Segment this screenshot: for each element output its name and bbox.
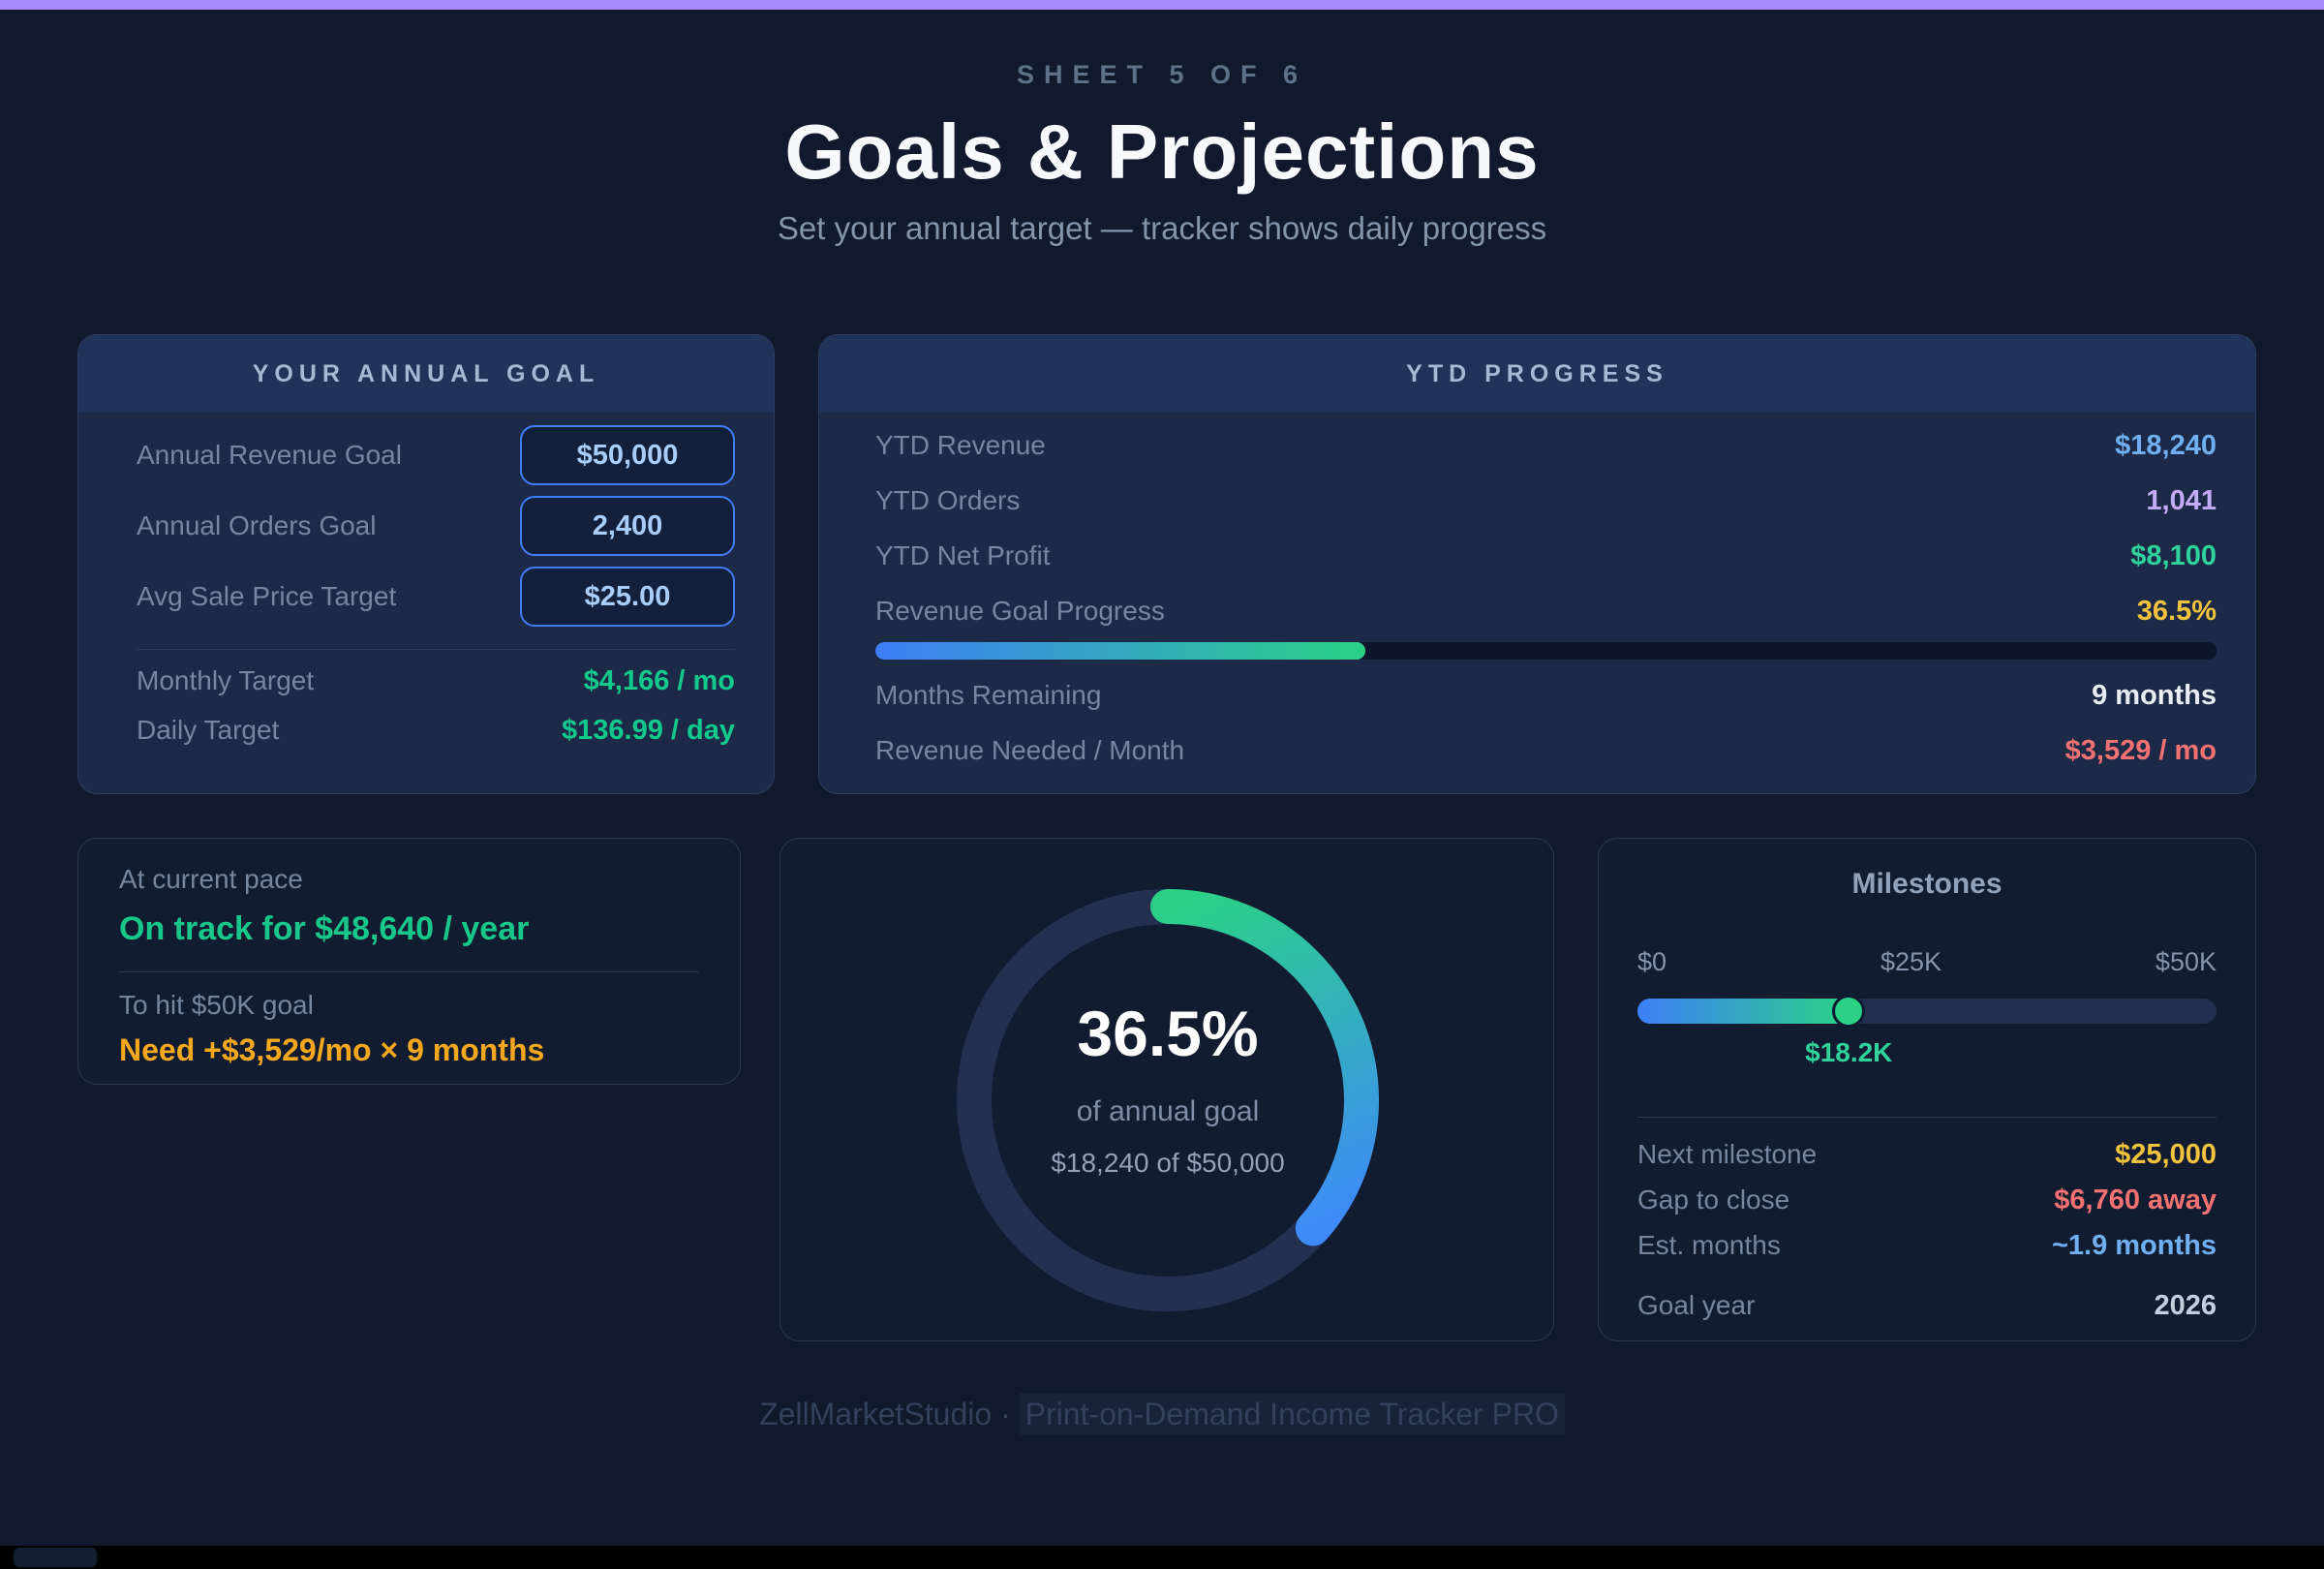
footer-credit: ZellMarketStudio · Print-on-Demand Incom…	[0, 1393, 2324, 1435]
milestone-current-value: $18.2K	[1805, 1037, 1893, 1067]
page-title: Goals & Projections	[784, 108, 1540, 195]
annual-goal-card-body: Annual Revenue Goal $50,000 Annual Order…	[78, 413, 774, 750]
goal-hint-label: To hit $50K goal	[119, 990, 314, 1020]
revenue-goal-progress-bar	[875, 642, 2217, 660]
ytd-orders-value: 1,041	[2146, 484, 2217, 516]
avg-sale-price-target-input[interactable]: $25.00	[520, 567, 735, 627]
scale-tick-50k: $50K	[2155, 947, 2217, 976]
revenue-needed-row: Revenue Needed / Month $3,529 / mo	[875, 731, 2217, 770]
goal-gauge-card: 36.5% of annual goal $18,240 of $50,000	[780, 838, 1554, 1341]
donut-center-text: 36.5% of annual goal $18,240 of $50,000	[945, 877, 1391, 1323]
revenue-needed-value: $3,529 / mo	[2064, 734, 2217, 766]
ytd-revenue-row: YTD Revenue $18,240	[875, 426, 2217, 465]
divider	[1637, 1117, 2217, 1118]
next-milestone-value: $25,000	[2115, 1138, 2217, 1170]
ytd-progress-card: YTD PROGRESS YTD Revenue $18,240 YTD Ord…	[818, 334, 2256, 794]
daily-target-value: $136.99 / day	[562, 714, 735, 746]
est-months-row: Est. months ~1.9 months	[1637, 1226, 2217, 1265]
bottom-black-bar	[0, 1546, 2324, 1569]
current-pace-label: At current pace	[119, 864, 303, 894]
annual-orders-goal-input[interactable]: 2,400	[520, 496, 735, 556]
annual-orders-goal-label: Annual Orders Goal	[137, 510, 377, 540]
on-track-value: On track for $48,640 / year	[119, 910, 530, 947]
donut-percent: 36.5%	[1077, 998, 1259, 1069]
ytd-net-profit-label: YTD Net Profit	[875, 540, 1051, 570]
donut-caption: of annual goal	[1076, 1095, 1260, 1127]
bottom-bar-chip	[14, 1548, 97, 1567]
avg-sale-price-target-label: Avg Sale Price Target	[137, 581, 397, 611]
annual-revenue-goal-input[interactable]: $50,000	[520, 425, 735, 485]
ytd-revenue-value: $18,240	[2115, 429, 2217, 461]
avg-sale-price-target-row: Avg Sale Price Target $25.00	[137, 567, 735, 627]
footer-product: Print-on-Demand Income Tracker PRO	[1019, 1393, 1565, 1435]
gap-to-close-label: Gap to close	[1637, 1184, 1790, 1215]
gap-to-close-value: $6,760 away	[2054, 1184, 2217, 1215]
milestones-scale: $0 $25K $50K	[1637, 947, 2217, 977]
annual-goal-card-title: YOUR ANNUAL GOAL	[78, 335, 774, 413]
milestones-title: Milestones	[1851, 868, 2003, 900]
milestone-slider[interactable]: $18.2K	[1637, 995, 2217, 1067]
daily-target-label: Daily Target	[137, 715, 280, 745]
ytd-progress-card-body: YTD Revenue $18,240 YTD Orders 1,041 YTD…	[819, 413, 2255, 770]
divider	[137, 649, 735, 650]
est-months-label: Est. months	[1637, 1230, 1781, 1260]
annual-revenue-goal-row: Annual Revenue Goal $50,000	[137, 425, 735, 485]
ytd-revenue-label: YTD Revenue	[875, 430, 1046, 460]
accent-top-bar	[0, 0, 2324, 10]
milestone-slider-fill	[1637, 999, 1850, 1024]
goal-year-row: Goal year 2026	[1637, 1286, 2217, 1325]
next-milestone-label: Next milestone	[1637, 1139, 1818, 1169]
next-milestone-row: Next milestone $25,000	[1637, 1135, 2217, 1174]
goal-year-value: 2026	[2154, 1289, 2217, 1321]
annual-revenue-goal-label: Annual Revenue Goal	[137, 440, 402, 470]
revenue-goal-progress-label: Revenue Goal Progress	[875, 596, 1165, 626]
goal-year-label: Goal year	[1637, 1290, 1756, 1320]
annual-goal-card: YOUR ANNUAL GOAL Annual Revenue Goal $50…	[77, 334, 775, 794]
milestone-slider-knob[interactable]	[1832, 995, 1866, 1028]
annual-orders-goal-row: Annual Orders Goal 2,400	[137, 496, 735, 556]
months-remaining-label: Months Remaining	[875, 680, 1102, 710]
goal-donut-chart: 36.5% of annual goal $18,240 of $50,000	[945, 877, 1391, 1323]
monthly-target-value: $4,166 / mo	[583, 664, 735, 696]
months-remaining-value: 9 months	[2092, 679, 2217, 711]
est-months-value: ~1.9 months	[2051, 1229, 2217, 1261]
milestones-rows: Next milestone $25,000 Gap to close $6,7…	[1637, 1135, 2217, 1325]
monthly-target-row: Monthly Target $4,166 / mo	[137, 661, 735, 700]
milestones-card-body: Milestones $0 $25K $50K $18.2K Next mile…	[1599, 839, 2255, 1325]
ytd-orders-label: YTD Orders	[875, 485, 1021, 515]
ytd-net-profit-row: YTD Net Profit $8,100	[875, 537, 2217, 575]
daily-target-row: Daily Target $136.99 / day	[137, 711, 735, 750]
donut-detail: $18,240 of $50,000	[1051, 1148, 1285, 1178]
gap-to-close-row: Gap to close $6,760 away	[1637, 1181, 2217, 1219]
ytd-net-profit-value: $8,100	[2130, 539, 2217, 571]
page-subtitle: Set your annual target — tracker shows d…	[777, 210, 1547, 246]
ytd-progress-card-title: YTD PROGRESS	[819, 335, 2255, 413]
revenue-goal-progress-value: 36.5%	[2136, 595, 2217, 627]
milestones-card: Milestones $0 $25K $50K $18.2K Next mile…	[1598, 838, 2256, 1341]
current-pace-card: At current pace On track for $48,640 / y…	[77, 838, 741, 1085]
current-pace-card-body: At current pace On track for $48,640 / y…	[78, 839, 740, 1068]
months-remaining-row: Months Remaining 9 months	[875, 676, 2217, 715]
needed-pace-value: Need +$3,529/mo × 9 months	[119, 1032, 545, 1067]
scale-tick-0: $0	[1637, 947, 1667, 976]
footer-brand: ZellMarketStudio	[759, 1397, 993, 1431]
footer-separator: ·	[992, 1397, 1020, 1431]
scale-tick-25k: $25K	[1880, 947, 1942, 976]
donut-progress-arc	[957, 889, 1379, 1311]
monthly-target-label: Monthly Target	[137, 665, 315, 695]
sheet-counter: SHEET 5 OF 6	[1016, 60, 1308, 89]
revenue-goal-progress-bar-fill	[875, 642, 1365, 660]
divider	[119, 971, 699, 972]
revenue-goal-progress-row: Revenue Goal Progress 36.5%	[875, 592, 2217, 631]
page-header: SHEET 5 OF 6 Goals & Projections Set you…	[0, 60, 2324, 247]
revenue-needed-label: Revenue Needed / Month	[875, 735, 1185, 765]
goal-donut-svg	[957, 889, 1379, 1311]
ytd-orders-row: YTD Orders 1,041	[875, 481, 2217, 520]
